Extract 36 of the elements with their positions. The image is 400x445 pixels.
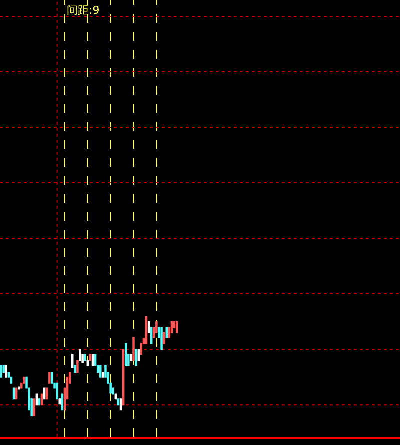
candlestick	[79, 349, 82, 362]
candlestick	[40, 394, 44, 406]
candlestick	[124, 343, 128, 366]
candlestick	[166, 327, 168, 338]
candlestick	[160, 327, 163, 350]
candlestick	[135, 349, 138, 366]
candlestick	[100, 365, 102, 378]
candlestick	[76, 360, 79, 373]
candlestick	[5, 365, 8, 378]
candlestick	[33, 398, 36, 417]
candlestick	[132, 337, 135, 362]
candlestick	[48, 372, 51, 384]
candlestick	[92, 354, 94, 366]
candlestick	[89, 354, 92, 362]
candlestick	[18, 386, 20, 390]
candlestick	[86, 360, 90, 366]
candlestick	[114, 394, 118, 400]
candlestick	[138, 349, 140, 362]
candlestick	[58, 398, 61, 405]
candlestick	[71, 354, 74, 368]
candlestick	[130, 354, 132, 362]
candlestick	[120, 398, 122, 411]
text: 间距:9	[67, 4, 100, 17]
candlestick	[46, 388, 48, 400]
candlestick	[56, 382, 58, 400]
candlestick	[148, 321, 150, 334]
candlestick	[61, 394, 64, 411]
candlestick	[176, 321, 178, 334]
candlestick	[36, 394, 38, 406]
candlestick	[84, 354, 86, 362]
candlestick	[102, 372, 104, 378]
candlestick	[0, 365, 2, 378]
candlestick	[117, 398, 120, 406]
candlestick	[74, 365, 76, 373]
candlestick	[38, 398, 41, 406]
candlestick	[163, 332, 166, 344]
